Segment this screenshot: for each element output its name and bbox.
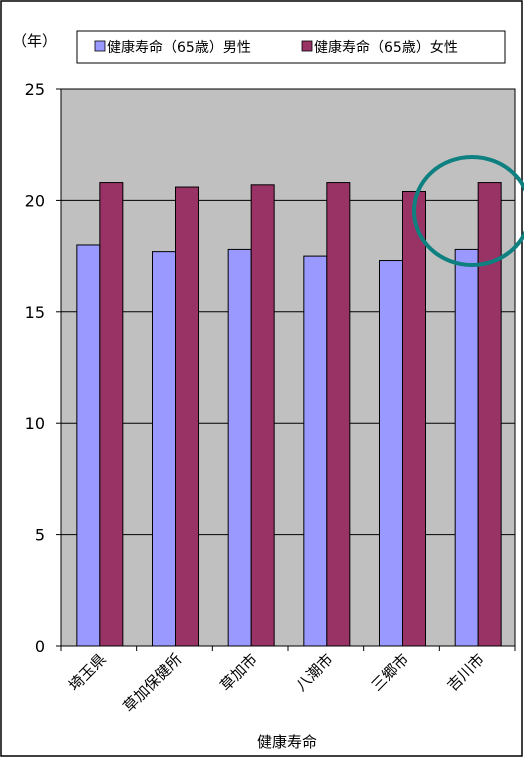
plot-area [60, 88, 516, 647]
bar-male [379, 260, 403, 647]
bar-male [227, 248, 252, 647]
bar-male [454, 248, 479, 647]
y-tick-label: 5 [35, 526, 45, 545]
legend-label-female: 健康寿命（65歳）女性 [314, 39, 458, 56]
y-axis-label: （年） [12, 32, 57, 50]
legend: 健康寿命（65歳）男性 健康寿命（65歳）女性 [76, 30, 506, 64]
bar-female [326, 182, 351, 647]
y-tick-label: 10 [25, 414, 45, 433]
gridlines [61, 199, 515, 536]
bar-female [99, 182, 124, 647]
y-tick-label: 20 [25, 191, 45, 210]
y-tick-label: 0 [35, 637, 45, 656]
bar-male [303, 255, 328, 647]
y-tick-label: 25 [25, 80, 45, 99]
bar-male [76, 244, 101, 647]
bar-female [402, 190, 426, 647]
legend-swatch-male [94, 40, 106, 52]
bar-female [477, 182, 502, 647]
legend-label-male: 健康寿命（65歳）男性 [107, 39, 251, 56]
bar-male [152, 251, 176, 647]
bars-group [76, 182, 502, 647]
bar-female [175, 186, 199, 647]
legend-box [76, 30, 506, 64]
legend-swatch-female [301, 40, 313, 52]
y-tick-label: 15 [25, 303, 45, 322]
y-axis-ticks: 0 5 10 15 20 25 [25, 80, 61, 656]
bar-female [250, 184, 275, 647]
highlight-circle [412, 155, 524, 267]
x-axis-label: 健康寿命 [257, 733, 317, 751]
